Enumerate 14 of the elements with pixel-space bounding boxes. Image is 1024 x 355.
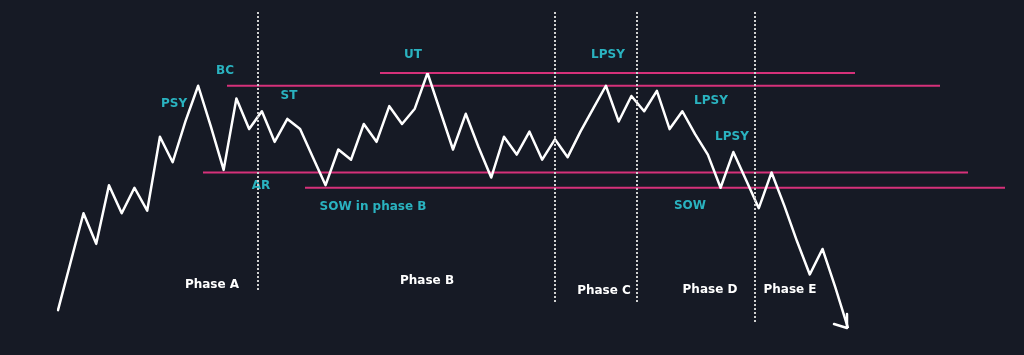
annotation: Phase C [577,283,632,298]
annotation: Phase D [682,282,738,297]
annotation: SOW in phase B [319,199,427,214]
annotation: Phase E [763,282,817,297]
annotation: LPSY [715,129,750,144]
text: UT [404,47,423,62]
annotation: BC [216,63,235,78]
annotation: LPSY [694,93,729,108]
text: LPSY [591,47,626,62]
annotation: ST [280,88,299,103]
annotation: PSY [160,96,188,111]
annotation: Phase B [399,273,455,288]
annotation: Phase A [184,277,240,292]
annotation: SOW [673,198,707,213]
